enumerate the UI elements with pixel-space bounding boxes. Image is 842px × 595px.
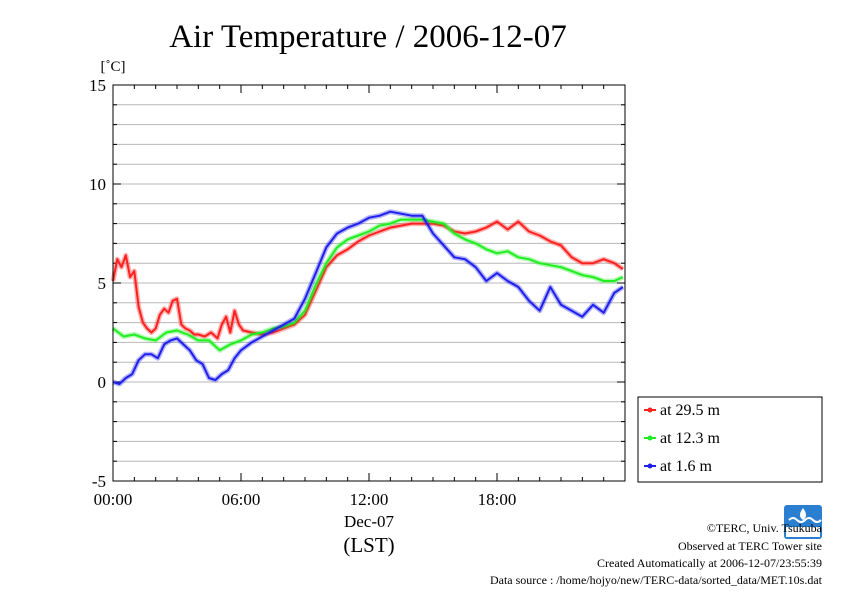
chart-title: Air Temperature / 2006-12-07: [169, 19, 567, 55]
legend-label: at 12.3 m: [660, 430, 721, 447]
legend: at 29.5 m at 12.3 m at 1.6 m: [637, 396, 823, 483]
y-axis-unit: [˚C]: [101, 59, 126, 75]
x-tick-label: 12:00: [350, 490, 389, 509]
x-tick-label: 00:00: [94, 490, 133, 509]
legend-box: [637, 396, 823, 483]
x-axis-ticks: 00:00 06:00 12:00 18:00: [94, 85, 626, 509]
legend-label: at 1.6 m: [660, 458, 713, 475]
credit-observed: Observed at TERC Tower site: [678, 539, 822, 553]
credit-created: Created Automatically at 2006-12-07/23:5…: [597, 556, 822, 570]
x-axis-date-label: Dec-07: [344, 512, 395, 531]
legend-marker: [647, 435, 653, 441]
credit-source: Data source : /home/hojyo/new/TERC-data/…: [490, 573, 823, 587]
x-tick-label: 06:00: [222, 490, 261, 509]
credit-copyright: ©TERC, Univ. Tsukuba: [707, 521, 823, 535]
terc-logo: [784, 505, 822, 539]
y-tick-label: 15: [89, 76, 106, 95]
series-line: [112, 210, 624, 385]
grid-lines: [113, 104, 625, 462]
series-line: [112, 220, 624, 340]
y-tick-label: 10: [89, 175, 106, 194]
y-tick-label: 0: [98, 373, 107, 392]
y-tick-label: 5: [98, 274, 107, 293]
x-axis-title: (LST): [343, 533, 394, 557]
plot-area-frame: [112, 84, 626, 482]
legend-marker: [647, 407, 653, 413]
legend-marker: [647, 463, 653, 469]
series-lines: [110, 209, 625, 387]
x-tick-label: 18:00: [478, 490, 517, 509]
legend-label: at 29.5 m: [660, 402, 721, 419]
series-line: [112, 218, 624, 352]
y-tick-label: -5: [92, 472, 106, 491]
